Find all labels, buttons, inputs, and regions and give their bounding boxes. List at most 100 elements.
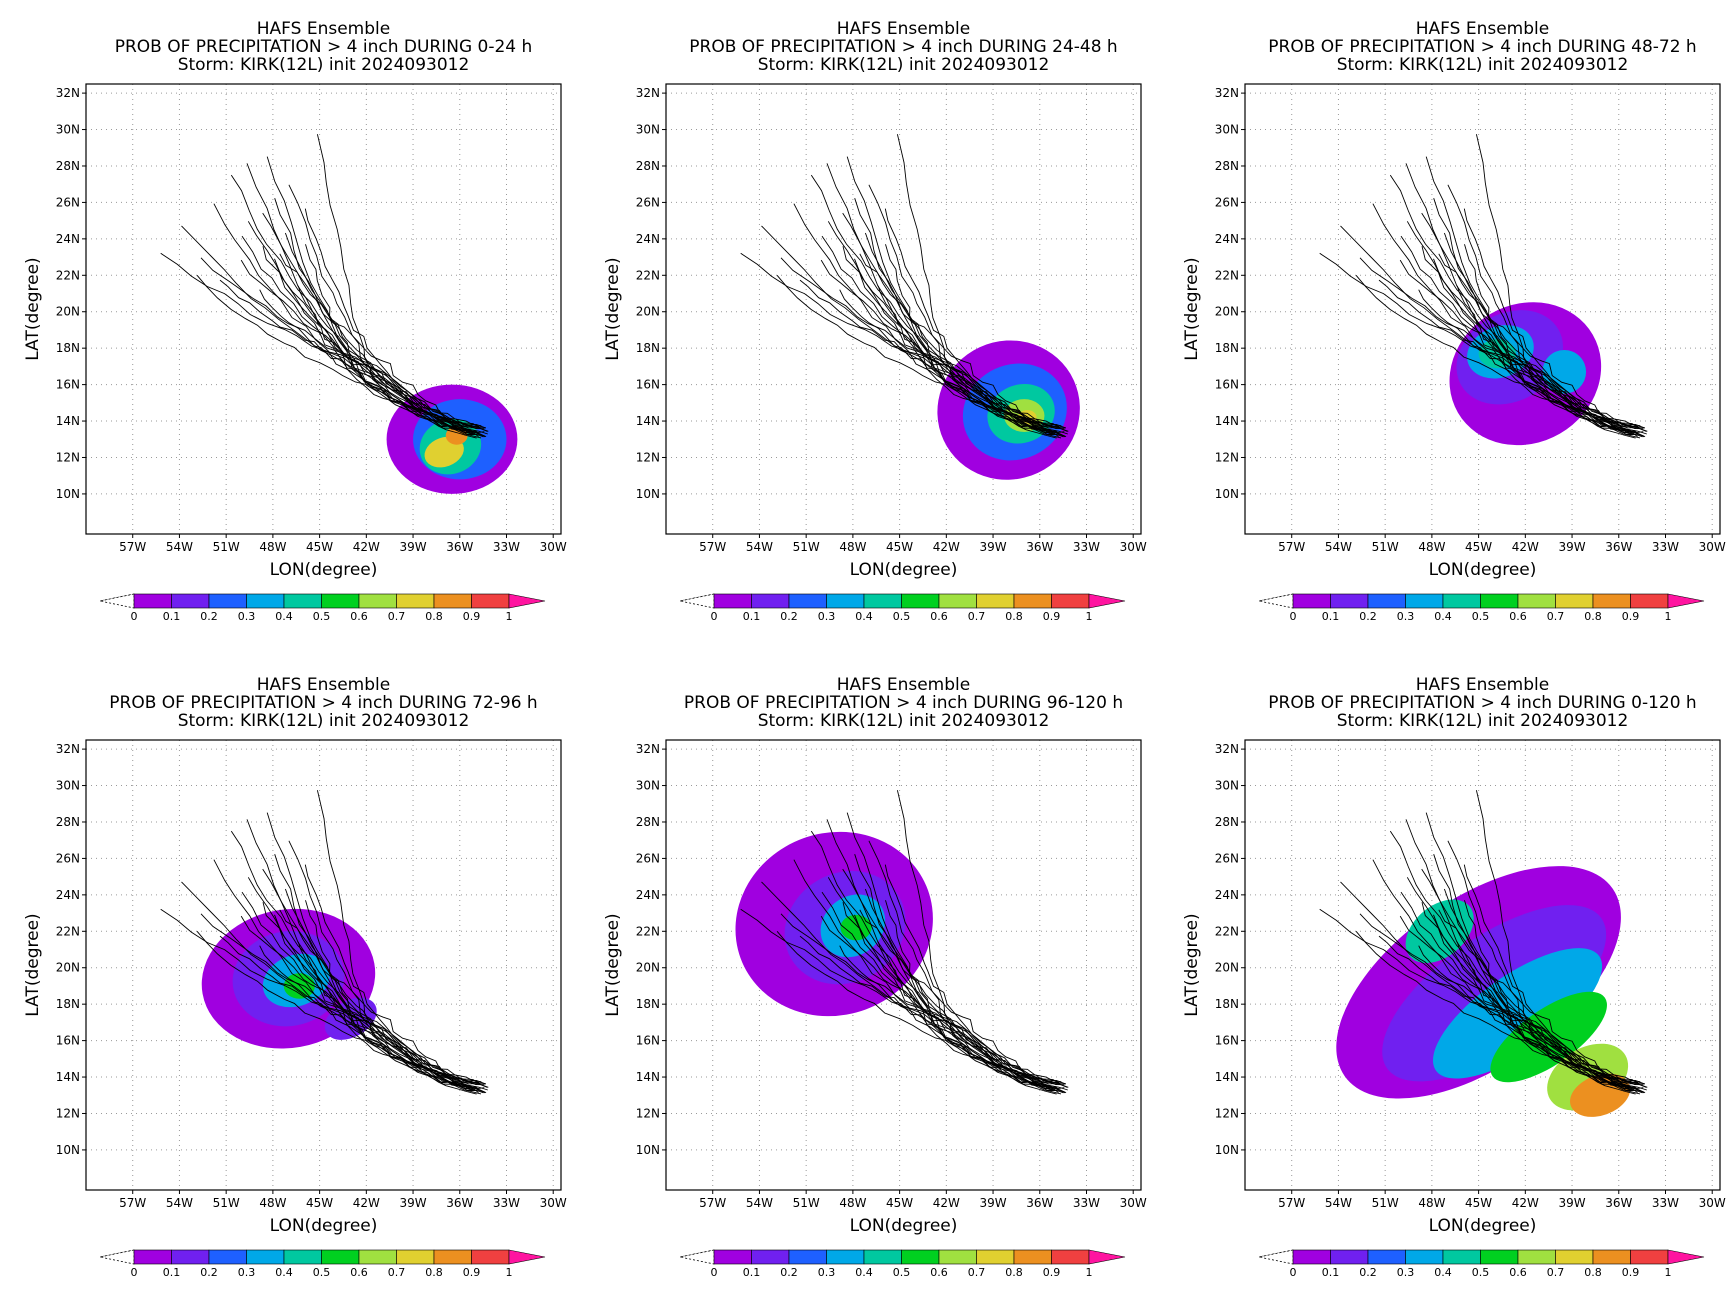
- ensemble-track: [793, 203, 1065, 434]
- lat-tick-label: 32N: [1215, 86, 1239, 100]
- lat-tick-label: 28N: [1215, 159, 1239, 173]
- y-axis-label: LAT(degree): [23, 913, 43, 1016]
- panel-title-storm: Storm: KIRK(12L) init 2024093012: [1337, 55, 1629, 75]
- ensemble-track: [262, 246, 487, 438]
- ensemble-tracks: [740, 134, 1069, 439]
- lon-tick-label: 48W: [839, 1196, 866, 1210]
- colorbar-segment: [1292, 593, 1331, 609]
- lon-tick-label: 36W: [1026, 1196, 1053, 1210]
- colorbar-label: 0.1: [743, 1266, 761, 1279]
- lat-tick-label: 12N: [1215, 450, 1239, 464]
- colorbar-segment: [396, 1249, 435, 1265]
- colorbar-label: 0.1: [163, 1266, 181, 1279]
- map-frame: [85, 83, 562, 535]
- x-axis-label: LON(degree): [1429, 560, 1537, 580]
- ensemble-track: [776, 275, 1057, 430]
- panel-title-storm: Storm: KIRK(12L) init 2024093012: [758, 55, 1050, 75]
- ensemble-track: [1443, 888, 1634, 1091]
- lon-tick-label: 42W: [933, 1196, 960, 1210]
- colorbar-label: 0.6: [930, 610, 948, 623]
- lat-tick-label: 14N: [1215, 1070, 1239, 1084]
- lon-tick-label: 42W: [1512, 1196, 1539, 1210]
- lon-tick-label: 42W: [353, 1196, 380, 1210]
- lon-tick-label: 30W: [540, 540, 567, 554]
- map-grid: [1245, 84, 1720, 534]
- lat-tick-label: 28N: [636, 815, 660, 829]
- lon-tick-label: 51W: [1372, 540, 1399, 554]
- colorbar-segment: [1330, 1249, 1369, 1265]
- colorbar-label: 0: [131, 1266, 138, 1279]
- ensemble-track: [1372, 203, 1644, 434]
- lat-tick-label: 22N: [56, 924, 80, 938]
- colorbar-label: 0.9: [1043, 1266, 1061, 1279]
- ensemble-track: [1438, 253, 1639, 428]
- colorbar-label: 0.7: [388, 610, 406, 623]
- colorbar-segment: [1442, 593, 1481, 609]
- lat-tick-label: 32N: [636, 86, 660, 100]
- lon-tick-label: 33W: [1073, 540, 1100, 554]
- colorbar-extension: [1088, 1249, 1126, 1265]
- lon-tick-label: 57W: [699, 1196, 726, 1210]
- colorbar-label: 0.6: [350, 1266, 368, 1279]
- lon-tick-label: 45W: [1465, 1196, 1492, 1210]
- colorbar-label: 0.2: [200, 610, 218, 623]
- probability-region: [1542, 349, 1587, 394]
- lat-tick-label: 12N: [636, 450, 660, 464]
- probability-region: [1490, 991, 1607, 1083]
- colorbar-segment: [1051, 593, 1090, 609]
- colorbar-label: 0.5: [893, 1266, 911, 1279]
- lat-tick-label: 32N: [636, 742, 660, 756]
- lat-tick-label: 16N: [636, 1034, 660, 1048]
- colorbar-label: 0.7: [388, 1266, 406, 1279]
- x-axis-label: LON(degree): [1429, 1216, 1537, 1236]
- colorbar-segment: [1630, 593, 1669, 609]
- colorbar-segment: [901, 593, 940, 609]
- ensemble-track: [305, 244, 475, 428]
- lat-tick-label: 16N: [636, 378, 660, 392]
- lat-tick-label: 20N: [636, 961, 660, 975]
- ensemble-track: [284, 232, 475, 435]
- colorbar-segment: [133, 1249, 172, 1265]
- ensemble-track: [279, 909, 480, 1084]
- lon-tick-label: 30W: [1699, 540, 1726, 554]
- colorbar-segment: [1051, 1249, 1090, 1265]
- colorbar-extension: [508, 593, 546, 609]
- lon-tick-label: 30W: [1699, 1196, 1726, 1210]
- lat-tick-label: 22N: [1215, 924, 1239, 938]
- lon-tick-label: 45W: [1465, 540, 1492, 554]
- map-frame: [85, 739, 562, 1191]
- colorbar-segment: [283, 593, 322, 609]
- colorbar-label: 0.5: [313, 610, 331, 623]
- colorbar-segment: [1592, 593, 1631, 609]
- lon-tick-label: 36W: [446, 1196, 473, 1210]
- colorbar-label: 1: [506, 610, 513, 623]
- ensemble-track: [820, 915, 1068, 1091]
- lat-tick-label: 30N: [636, 123, 660, 137]
- ensemble-track: [1438, 909, 1639, 1084]
- lon-tick-label: 45W: [306, 540, 333, 554]
- colorbar-segment: [1630, 1249, 1669, 1265]
- colorbar-segment: [1442, 1249, 1481, 1265]
- lat-tick-label: 20N: [56, 305, 80, 319]
- colorbar-label: 0.4: [275, 1266, 293, 1279]
- colorbar-label: 1: [1665, 610, 1672, 623]
- lat-tick-label: 14N: [636, 414, 660, 428]
- colorbar-extension: [1667, 1249, 1705, 1265]
- ensemble-tracks: [1319, 134, 1648, 439]
- ensemble-track: [1399, 915, 1647, 1091]
- colorbar-extension: [1667, 593, 1705, 609]
- lon-tick-label: 54W: [1325, 540, 1352, 554]
- ensemble-track: [1456, 941, 1638, 1093]
- colorbar-label: 0.2: [1359, 610, 1377, 623]
- panel-title-period: PROB OF PRECIPITATION > 4 inch DURING 24…: [689, 37, 1117, 57]
- lat-tick-label: 18N: [1215, 997, 1239, 1011]
- colorbar-label: 0.3: [238, 1266, 256, 1279]
- lat-tick-label: 28N: [56, 815, 80, 829]
- colorbar-label: 0.3: [818, 1266, 836, 1279]
- colorbar-segment: [208, 593, 247, 609]
- lon-tick-label: 57W: [119, 1196, 146, 1210]
- lon-tick-label: 33W: [1652, 540, 1679, 554]
- lat-tick-label: 28N: [636, 159, 660, 173]
- lon-tick-label: 39W: [979, 540, 1006, 554]
- lon-tick-label: 54W: [746, 540, 773, 554]
